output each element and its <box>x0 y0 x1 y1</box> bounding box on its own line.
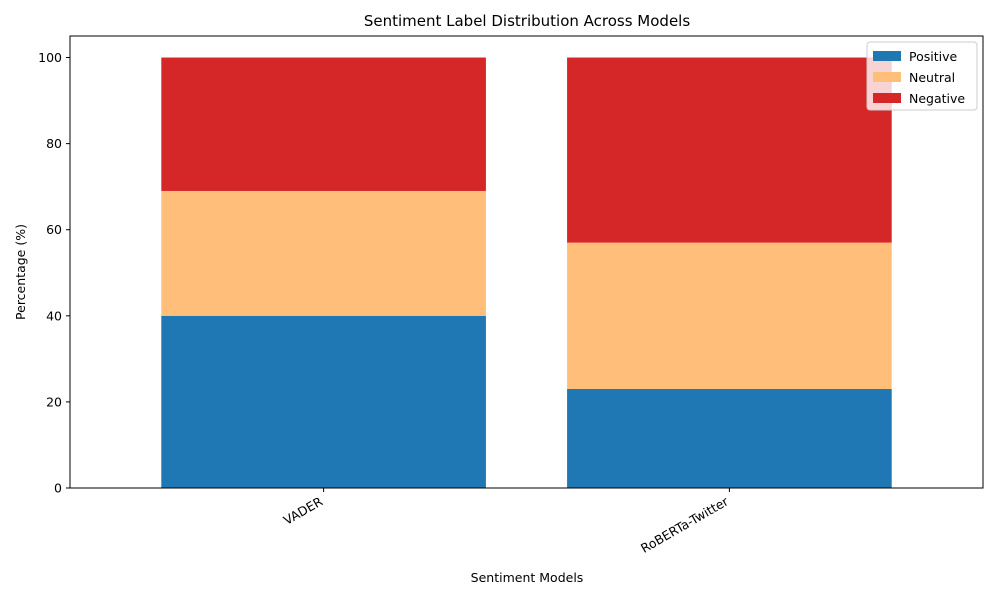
legend-label-positive: Positive <box>909 49 957 64</box>
y-tick-label: 20 <box>46 394 62 409</box>
plot-frame <box>69 35 984 489</box>
legend-swatch-negative <box>873 93 901 103</box>
bars-group <box>161 57 892 488</box>
bar-neutral-1 <box>567 242 892 389</box>
legend: Positive Neutral Negative <box>866 41 978 111</box>
y-tick-label: 40 <box>46 308 62 323</box>
bar-negative-1 <box>567 57 892 243</box>
y-axis-label: Percentage (%) <box>13 224 28 320</box>
bar-neutral-0 <box>161 190 486 316</box>
y-tick-label: 0 <box>54 481 62 496</box>
y-tick-label: 80 <box>46 136 62 151</box>
x-axis: VADER RoBERTa-Twitter <box>281 488 732 556</box>
legend-label-neutral: Neutral <box>909 70 955 85</box>
bar-positive-0 <box>161 315 486 488</box>
x-axis-label: Sentiment Models <box>471 570 584 585</box>
x-tick-label: RoBERTa-Twitter <box>638 493 732 556</box>
bar-positive-1 <box>567 388 892 488</box>
legend-swatch-positive <box>873 51 901 61</box>
y-tick-label: 100 <box>38 50 62 65</box>
x-tick-label: VADER <box>281 493 326 527</box>
legend-label-negative: Negative <box>909 91 965 106</box>
legend-swatch-neutral <box>873 72 901 82</box>
y-tick-label: 60 <box>46 222 62 237</box>
chart-title: Sentiment Label Distribution Across Mode… <box>364 12 691 30</box>
y-axis: 0 20 40 60 80 100 <box>38 50 70 496</box>
bar-negative-0 <box>161 57 486 191</box>
